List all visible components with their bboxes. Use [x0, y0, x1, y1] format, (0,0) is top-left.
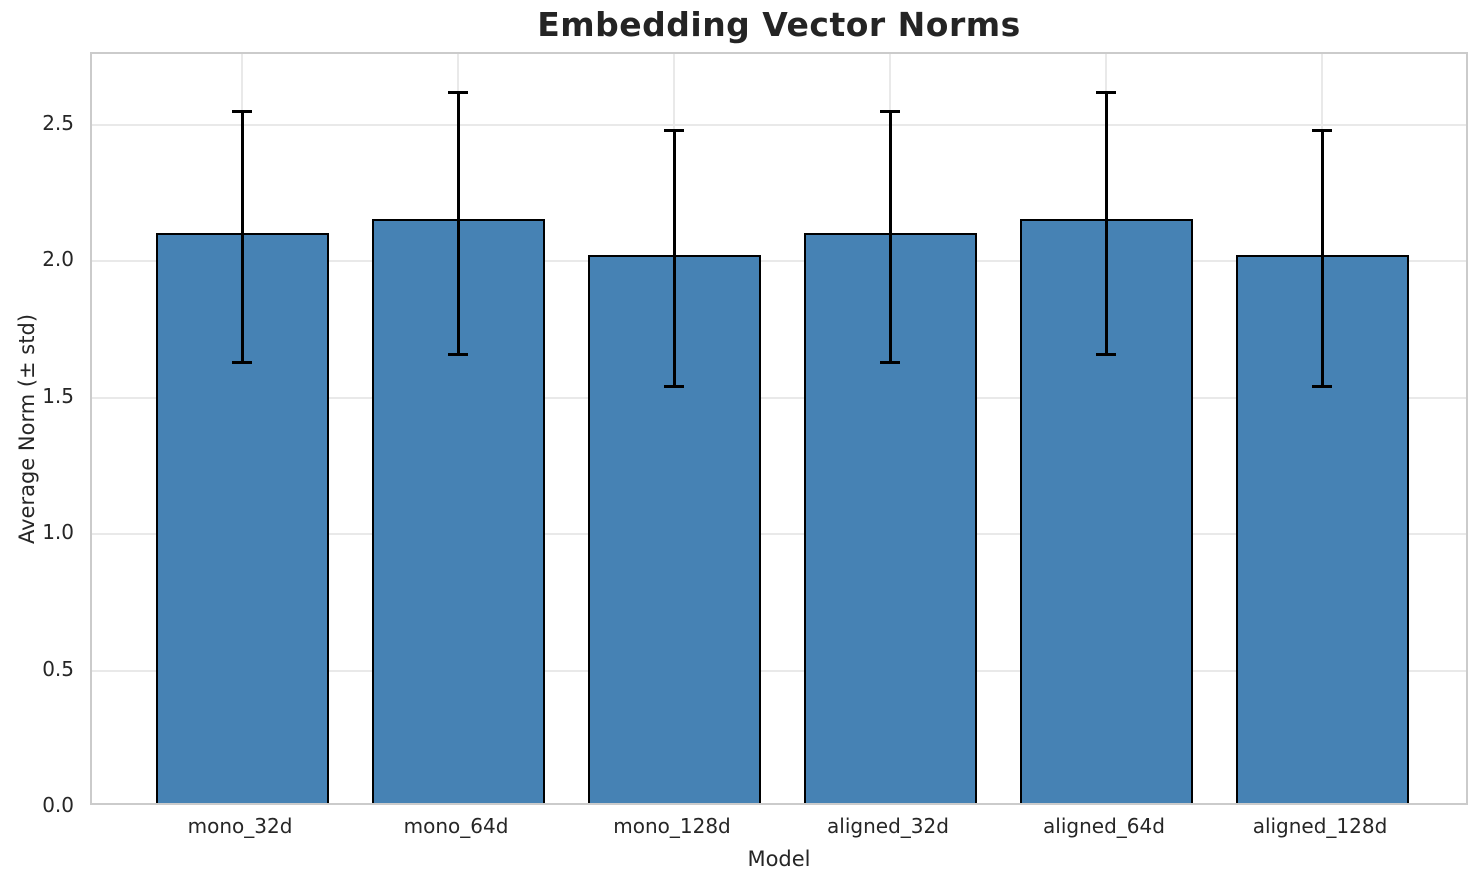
x-axis-label: Model	[747, 847, 811, 871]
y-tick-label: 1.5	[42, 383, 74, 408]
gridline-horizontal	[92, 260, 1466, 263]
x-tick-label-aligned_64d: aligned_64d	[1043, 814, 1165, 838]
x-tick-label-mono_128d: mono_128d	[613, 814, 731, 838]
errorbar-cap-top-aligned_128d	[1312, 128, 1332, 132]
y-tick-label: 2.5	[42, 110, 74, 135]
errorbar-cap-top-mono_32d	[232, 109, 252, 113]
x-tick-label-aligned_32d: aligned_32d	[827, 814, 949, 838]
gridline-horizontal	[92, 123, 1466, 126]
errorbar-cap-top-aligned_64d	[1096, 90, 1116, 94]
y-tick-label: 1.0	[42, 520, 74, 545]
errorbar-cap-bottom-aligned_128d	[1312, 385, 1332, 389]
errorbar-cap-top-aligned_32d	[880, 109, 900, 113]
gridline-horizontal	[92, 396, 1466, 399]
errorbar-cap-top-mono_128d	[664, 128, 684, 132]
plot-area	[90, 52, 1468, 805]
gridline-horizontal	[92, 533, 1466, 536]
errorbar-cap-bottom-mono_128d	[664, 385, 684, 389]
errorbar-line-aligned_64d	[1104, 92, 1108, 355]
chart-title: Embedding Vector Norms	[537, 5, 1021, 44]
y-tick-label: 0.0	[42, 793, 74, 817]
y-tick-label: 0.5	[42, 656, 74, 681]
gridline-horizontal	[92, 669, 1466, 672]
x-tick-label-mono_64d: mono_64d	[403, 814, 509, 838]
errorbar-line-aligned_128d	[1320, 130, 1324, 387]
y-axis-label: Average Norm (± std)	[15, 313, 39, 545]
x-tick-label-mono_32d: mono_32d	[187, 814, 293, 838]
errorbar-line-mono_128d	[672, 130, 676, 387]
errorbar-cap-top-mono_64d	[448, 90, 468, 94]
x-tick-label-aligned_128d: aligned_128d	[1252, 814, 1388, 838]
errorbar-cap-bottom-mono_64d	[448, 352, 468, 356]
errorbar-line-mono_64d	[456, 92, 460, 355]
errorbar-line-aligned_32d	[888, 111, 892, 363]
errorbar-cap-bottom-aligned_64d	[1096, 352, 1116, 356]
y-tick-label: 2.0	[42, 247, 74, 272]
errorbar-line-mono_32d	[240, 111, 244, 363]
errorbar-cap-bottom-aligned_32d	[880, 360, 900, 364]
errorbar-cap-bottom-mono_32d	[232, 360, 252, 364]
